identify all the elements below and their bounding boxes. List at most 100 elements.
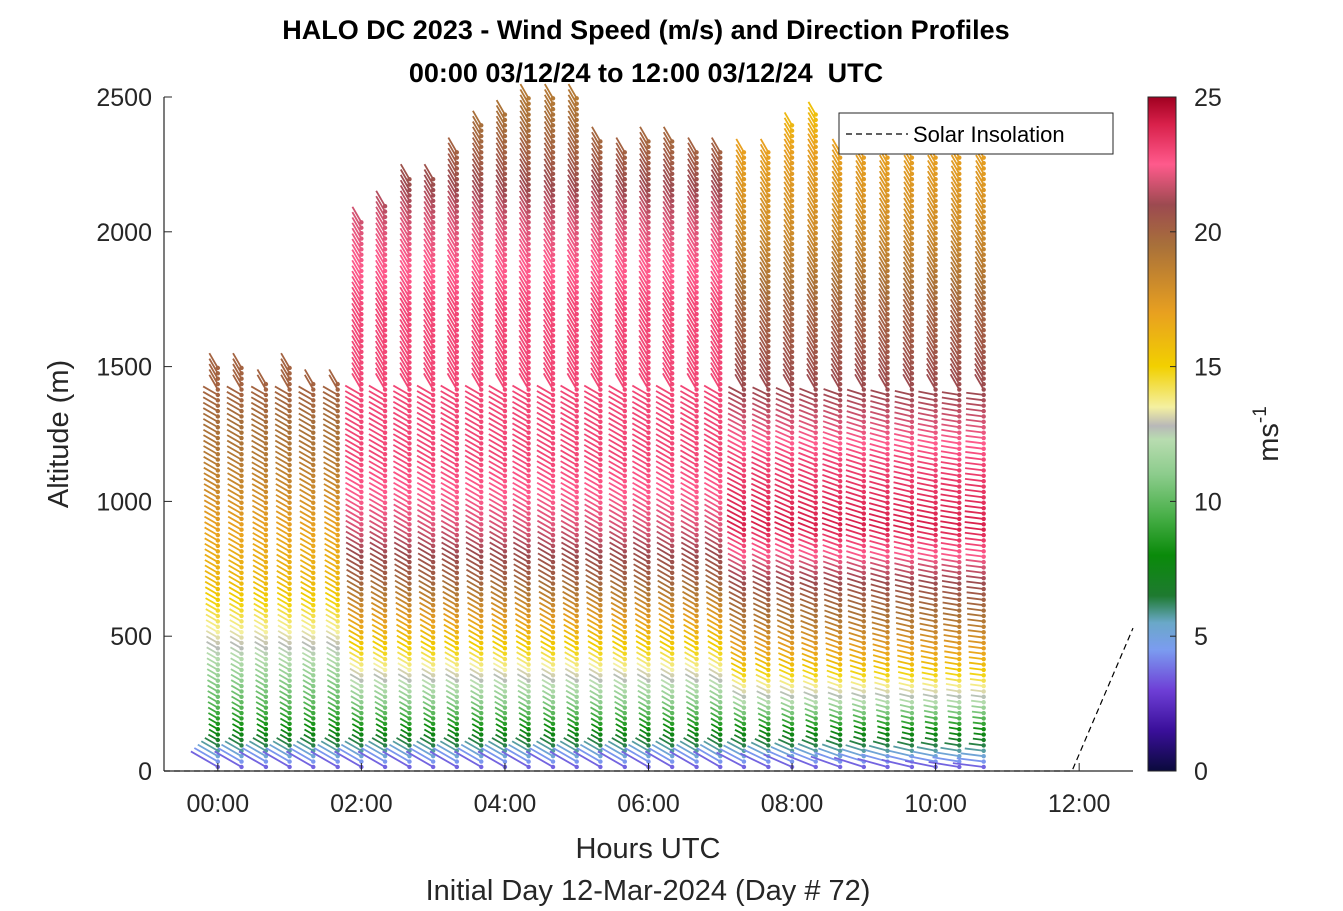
wind-barb-shaft bbox=[471, 206, 483, 223]
wind-barb-shaft bbox=[727, 547, 745, 558]
wind-barb-shaft bbox=[655, 411, 673, 423]
wind-barb-dot bbox=[526, 414, 531, 419]
wind-barb-dot bbox=[694, 597, 699, 603]
wind-barb-dot bbox=[622, 344, 628, 349]
wind-barb-dot bbox=[430, 354, 436, 360]
wind-barb-dot bbox=[407, 284, 412, 290]
wind-barb-dot bbox=[741, 683, 747, 689]
wind-barb-dot bbox=[718, 489, 723, 495]
wind-barb-dot bbox=[550, 306, 556, 311]
wind-barb-dot bbox=[479, 263, 484, 268]
wind-barb-dot bbox=[550, 694, 556, 700]
wind-barb-dot bbox=[359, 328, 364, 333]
wind-barb-dot bbox=[430, 177, 436, 182]
wind-barb-shaft bbox=[519, 131, 530, 148]
wind-barb-dot bbox=[430, 586, 436, 592]
wind-barb-dot bbox=[694, 392, 699, 398]
wind-barb-shaft bbox=[590, 169, 602, 186]
wind-barb-shaft bbox=[489, 574, 506, 585]
wind-barb-dot bbox=[526, 139, 531, 144]
wind-barb-shaft bbox=[325, 624, 339, 633]
wind-barb-shaft bbox=[566, 238, 578, 256]
wind-barb-dot bbox=[239, 511, 244, 516]
wind-barb-shaft bbox=[758, 341, 770, 358]
wind-barb-shaft bbox=[421, 667, 434, 677]
wind-barb-shaft bbox=[703, 740, 721, 752]
wind-barb-shaft bbox=[399, 286, 411, 304]
wind-barb-shaft bbox=[251, 450, 267, 461]
wind-barb-dot bbox=[454, 473, 460, 478]
wind-barb-shaft bbox=[348, 640, 362, 650]
wind-barb-shaft bbox=[495, 211, 506, 229]
wind-barb-dot bbox=[766, 495, 771, 500]
wind-barb-dot bbox=[574, 306, 579, 311]
wind-barb-dot bbox=[502, 705, 508, 710]
wind-barb-dot bbox=[574, 128, 579, 133]
wind-barb-shaft bbox=[515, 737, 530, 747]
wind-barb-dot bbox=[646, 284, 651, 290]
wind-barb-shaft bbox=[203, 434, 219, 445]
wind-barb-shaft bbox=[518, 211, 530, 229]
wind-barb-shaft bbox=[464, 460, 482, 472]
wind-barb-shaft bbox=[631, 390, 649, 402]
wind-barb-shaft bbox=[325, 613, 339, 623]
wind-barb-dot bbox=[263, 381, 269, 387]
wind-barb-shaft bbox=[322, 450, 339, 461]
wind-barb-shaft bbox=[416, 471, 434, 482]
wind-barb-shaft bbox=[706, 612, 721, 623]
wind-barb-dot bbox=[454, 252, 460, 257]
wind-barb-dot bbox=[335, 425, 340, 430]
wind-barb-dot bbox=[263, 441, 269, 446]
wind-barb-shaft bbox=[275, 477, 291, 488]
wind-barb-dot bbox=[526, 629, 531, 635]
wind-barb-shaft bbox=[710, 158, 722, 175]
wind-barb-shaft bbox=[735, 234, 745, 250]
wind-barb-dot bbox=[574, 468, 579, 473]
wind-barb-shaft bbox=[423, 254, 434, 272]
wind-barb-shaft bbox=[656, 536, 673, 547]
wind-barb-dot bbox=[407, 597, 412, 603]
wind-barb-dot bbox=[454, 538, 460, 543]
wind-barb-dot bbox=[311, 452, 316, 457]
wind-barb-dot bbox=[526, 311, 531, 317]
wind-barb-shaft bbox=[351, 233, 363, 250]
wind-barb-shaft bbox=[277, 608, 291, 617]
wind-barb-shaft bbox=[734, 309, 745, 326]
wind-barb-shaft bbox=[274, 445, 291, 455]
wind-barb-dot bbox=[766, 457, 771, 462]
wind-barb-dot bbox=[526, 462, 531, 468]
wind-barb-dot bbox=[359, 354, 364, 360]
wind-barb-shaft bbox=[489, 530, 506, 542]
wind-barb-shaft bbox=[631, 411, 649, 423]
wind-barb-shaft bbox=[536, 406, 554, 418]
wind-barb-shaft bbox=[566, 211, 578, 229]
wind-barb-dot bbox=[598, 581, 603, 586]
wind-barb-dot bbox=[311, 678, 316, 683]
wind-barb-dot bbox=[311, 624, 316, 629]
wind-barb-dot bbox=[311, 743, 316, 748]
wind-barb-shaft bbox=[518, 259, 530, 277]
wind-barb-shaft bbox=[590, 238, 602, 256]
wind-barb-dot bbox=[694, 354, 699, 360]
wind-barb-shaft bbox=[615, 201, 626, 218]
wind-barb-shaft bbox=[683, 640, 698, 650]
wind-barb-dot bbox=[526, 667, 531, 673]
wind-barb-shaft bbox=[751, 456, 769, 466]
wind-barb-dot bbox=[718, 651, 723, 656]
wind-barb-dot bbox=[646, 317, 651, 322]
wind-barb-shaft bbox=[662, 217, 673, 234]
wind-barb-shaft bbox=[298, 423, 314, 434]
wind-barb-dot bbox=[718, 177, 723, 182]
wind-barb-dot bbox=[454, 214, 460, 220]
wind-barb-shaft bbox=[590, 259, 602, 277]
wind-barb-dot bbox=[335, 565, 340, 570]
wind-barb-dot bbox=[694, 586, 699, 592]
wind-barb-dot bbox=[502, 311, 508, 317]
wind-barb-shaft bbox=[679, 411, 698, 423]
wind-barb-dot bbox=[382, 268, 388, 274]
wind-barb-dot bbox=[741, 559, 747, 565]
wind-barb-shaft bbox=[495, 190, 506, 207]
wind-barb-dot bbox=[766, 338, 771, 344]
wind-barb-dot bbox=[407, 328, 412, 333]
wind-barb-shaft bbox=[614, 286, 626, 304]
